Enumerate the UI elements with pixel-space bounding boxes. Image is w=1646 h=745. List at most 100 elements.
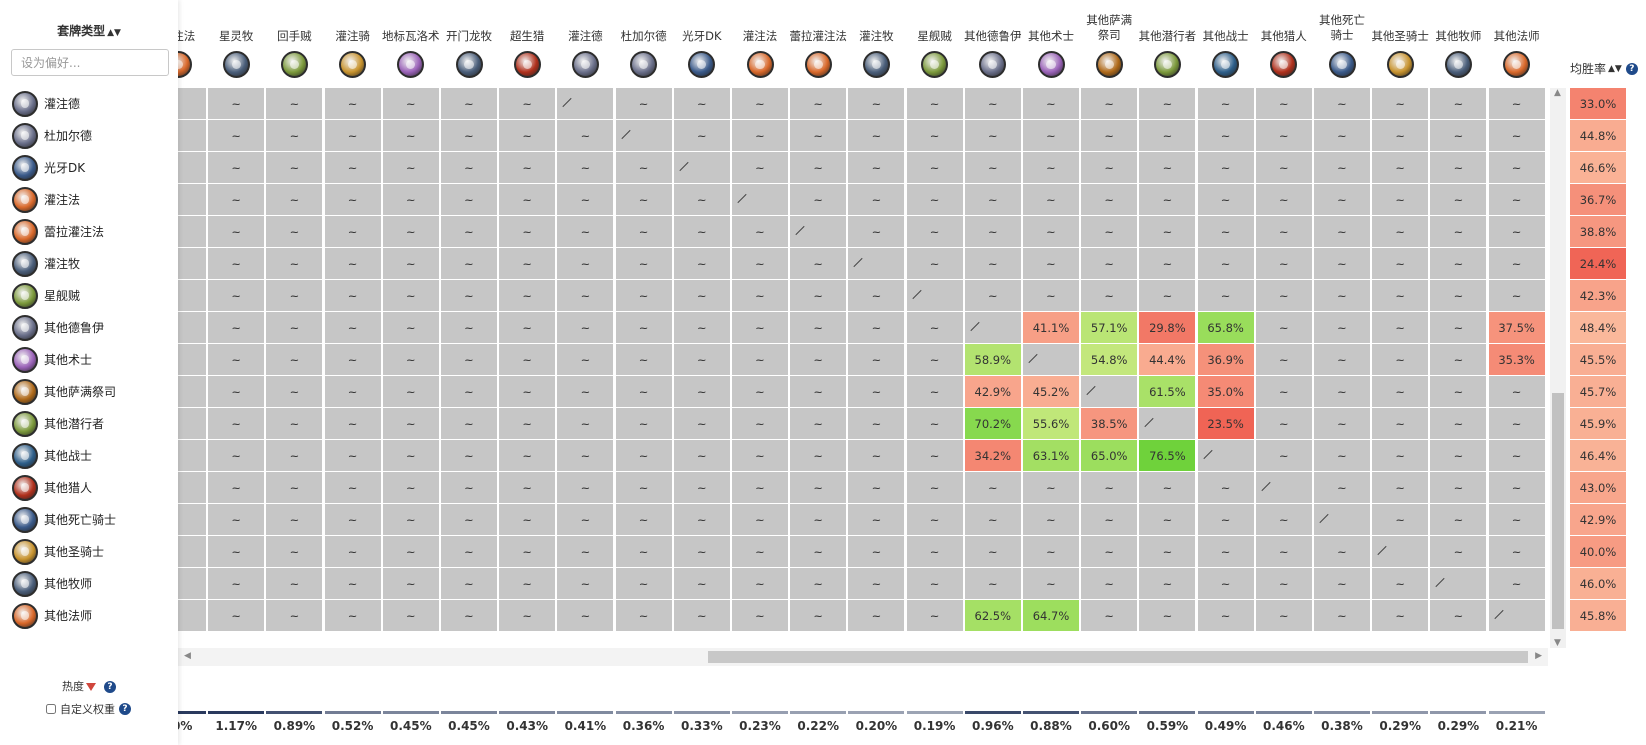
matchup-cell[interactable]: 42.9%: [964, 376, 1021, 407]
matchup-cell[interactable]: ~: [499, 344, 556, 375]
matchup-cell[interactable]: ~: [1430, 600, 1487, 631]
matchup-cell[interactable]: ~: [1197, 472, 1254, 503]
matchup-cell-mirror[interactable]: [1139, 408, 1196, 439]
warlock-icon[interactable]: [1037, 51, 1065, 78]
matchup-cell[interactable]: ~: [1430, 88, 1487, 119]
column-header-label[interactable]: 其他法师: [1493, 29, 1540, 43]
matchup-cell[interactable]: ~: [964, 536, 1021, 567]
matchup-cell[interactable]: ~: [557, 248, 614, 279]
matchup-cell[interactable]: ~: [441, 376, 497, 407]
matchup-cell[interactable]: ~: [1488, 216, 1545, 247]
matchup-cell[interactable]: ~: [790, 536, 847, 567]
hunter-icon[interactable]: [1270, 51, 1298, 78]
matchup-cell[interactable]: ~: [324, 600, 381, 631]
matchup-cell[interactable]: ~: [848, 600, 905, 631]
matchup-cell[interactable]: [178, 600, 206, 631]
matchup-cell[interactable]: ~: [382, 600, 439, 631]
matchup-cell[interactable]: ~: [1314, 312, 1370, 343]
matchup-cell[interactable]: ~: [1488, 280, 1545, 311]
row-label[interactable]: 星舰贼: [12, 281, 80, 311]
matchup-cell[interactable]: ~: [615, 472, 672, 503]
matchup-cell[interactable]: ~: [673, 88, 730, 119]
matchup-cell[interactable]: ~: [732, 344, 788, 375]
matchup-cell[interactable]: ~: [1081, 248, 1138, 279]
matchup-cell[interactable]: ~: [848, 152, 905, 183]
matchup-cell[interactable]: ~: [1488, 152, 1545, 183]
help-icon[interactable]: ?: [1625, 62, 1638, 75]
column-header-label[interactable]: 灌注骑: [335, 29, 370, 43]
matchup-cell[interactable]: ~: [964, 120, 1021, 151]
matchup-cell[interactable]: ~: [382, 504, 439, 535]
matchup-cell[interactable]: ~: [615, 184, 672, 215]
matchup-cell[interactable]: ~: [1314, 536, 1370, 567]
matchup-cell[interactable]: ~: [906, 472, 963, 503]
column-header-label[interactable]: 灌注牧: [859, 29, 894, 43]
matchup-cell[interactable]: ~: [1314, 600, 1370, 631]
matchup-cell[interactable]: ~: [1255, 536, 1312, 567]
matchup-cell[interactable]: ~: [1081, 280, 1138, 311]
matchup-cell[interactable]: ~: [1255, 440, 1312, 471]
matchup-cell[interactable]: ~: [615, 152, 672, 183]
row-label[interactable]: 其他德鲁伊: [12, 313, 104, 343]
matchup-cell[interactable]: ~: [1372, 88, 1429, 119]
matchup-cell[interactable]: ~: [441, 472, 497, 503]
column-header-label[interactable]: 星舰贼: [917, 29, 952, 43]
matchup-cell[interactable]: ~: [1430, 344, 1487, 375]
shaman-icon[interactable]: [1095, 51, 1123, 78]
matchup-cell[interactable]: ~: [906, 376, 963, 407]
matchup-cell[interactable]: ~: [906, 344, 963, 375]
matchup-cell[interactable]: ~: [324, 312, 381, 343]
matchup-cell[interactable]: ~: [1314, 440, 1370, 471]
matchup-cell[interactable]: ~: [1197, 280, 1254, 311]
death-knight-icon[interactable]: [688, 51, 716, 78]
row-label[interactable]: 灌注牧: [12, 249, 80, 279]
fire-mage-icon[interactable]: [746, 51, 774, 78]
matchup-cell[interactable]: ~: [208, 344, 265, 375]
fire-mage-icon[interactable]: [1503, 51, 1531, 78]
druid-icon[interactable]: [630, 51, 658, 78]
row-label[interactable]: 其他牧师: [12, 569, 92, 599]
matchup-cell[interactable]: [178, 280, 206, 311]
matchup-cell[interactable]: 38.5%: [1081, 408, 1138, 439]
matchup-cell[interactable]: ~: [382, 376, 439, 407]
matchup-cell[interactable]: ~: [673, 472, 730, 503]
matchup-cell[interactable]: ~: [964, 280, 1021, 311]
priest-icon[interactable]: [862, 51, 890, 78]
matchup-cell[interactable]: ~: [964, 184, 1021, 215]
matchup-cell[interactable]: ~: [208, 216, 265, 247]
matchup-cell[interactable]: ~: [324, 280, 381, 311]
matchup-cell[interactable]: ~: [557, 280, 614, 311]
matchup-cell[interactable]: ~: [1197, 568, 1254, 599]
matchup-cell-mirror[interactable]: [1023, 344, 1079, 375]
matchup-cell[interactable]: ~: [1314, 472, 1370, 503]
row-label[interactable]: 其他法师: [12, 601, 92, 631]
matchup-cell-mirror[interactable]: [790, 216, 847, 247]
matchup-cell[interactable]: ~: [848, 184, 905, 215]
matchup-cell[interactable]: ~: [673, 184, 730, 215]
matchup-cell[interactable]: ~: [208, 472, 265, 503]
matchup-cell[interactable]: ~: [615, 600, 672, 631]
matchup-cell[interactable]: ~: [441, 344, 497, 375]
matchup-cell[interactable]: ~: [441, 536, 497, 567]
matchup-cell[interactable]: ~: [324, 440, 381, 471]
column-header-label[interactable]: 光牙DK: [682, 29, 722, 43]
matchup-cell[interactable]: ~: [441, 280, 497, 311]
matchup-cell[interactable]: 58.9%: [964, 344, 1021, 375]
matchup-cell[interactable]: ~: [906, 88, 963, 119]
matchup-cell[interactable]: ~: [848, 88, 905, 119]
matchup-cell[interactable]: ~: [382, 312, 439, 343]
matchup-cell[interactable]: ~: [1488, 120, 1545, 151]
matchup-cell[interactable]: ~: [1372, 600, 1429, 631]
matchup-cell[interactable]: ~: [266, 568, 323, 599]
matchup-cell[interactable]: ~: [615, 536, 672, 567]
matchup-cell[interactable]: ~: [1488, 536, 1545, 567]
matchup-cell[interactable]: 76.5%: [1139, 440, 1196, 471]
matchup-cell[interactable]: ~: [499, 152, 556, 183]
matchup-cell-mirror[interactable]: [1255, 472, 1312, 503]
matchup-cell[interactable]: ~: [266, 88, 323, 119]
paladin-icon[interactable]: [339, 51, 367, 78]
matchup-cell[interactable]: ~: [906, 408, 963, 439]
matchup-cell[interactable]: ~: [324, 472, 381, 503]
matchup-cell[interactable]: 35.0%: [1197, 376, 1254, 407]
matchup-cell[interactable]: ~: [499, 376, 556, 407]
